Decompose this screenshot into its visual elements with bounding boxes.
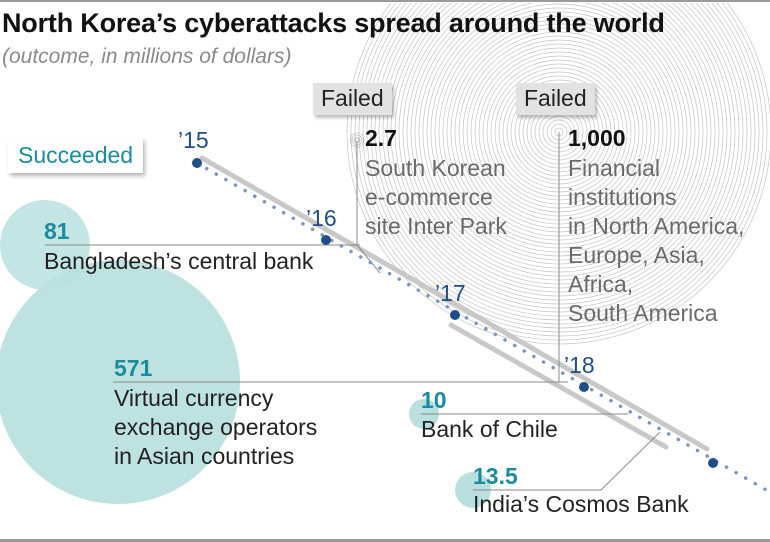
value-571: 571 bbox=[114, 355, 153, 381]
chart-subtitle: (outcome, in millions of dollars) bbox=[2, 45, 292, 68]
legend-failed-badge: Failed bbox=[313, 83, 392, 115]
value-13-5: 13.5 bbox=[473, 463, 518, 489]
value-1000: 1,000 bbox=[568, 125, 626, 151]
grey-bar-lower bbox=[448, 322, 669, 450]
label-line: South America bbox=[568, 300, 718, 326]
timeline-dotted bbox=[195, 161, 770, 495]
legend-succeeded-badge: Succeeded bbox=[8, 138, 144, 173]
label-line: Virtual currency bbox=[114, 385, 274, 411]
label-line: in North America, bbox=[568, 213, 745, 239]
value-10: 10 bbox=[421, 387, 447, 413]
bottom-rule bbox=[0, 539, 770, 542]
label-line: Africa, bbox=[568, 271, 634, 297]
value-2-7: 2.7 bbox=[365, 125, 397, 151]
label-line: e-commerce bbox=[365, 184, 493, 210]
label-cosmos-bank: India’s Cosmos Bank bbox=[473, 491, 689, 517]
label-line: Europe, Asia, bbox=[568, 242, 705, 268]
label-virtual-currency: Virtual currency exchange operators in A… bbox=[114, 384, 317, 471]
year-label-2016: ’16 bbox=[306, 205, 337, 231]
label-bank-of-chile: Bank of Chile bbox=[421, 416, 558, 442]
label-line: institutions bbox=[568, 184, 677, 210]
leader-lines bbox=[45, 132, 661, 491]
label-line: exchange operators bbox=[114, 414, 318, 440]
year-label-2015: ’15 bbox=[178, 127, 209, 153]
top-rule bbox=[0, 0, 770, 2]
year-label-2018: ’18 bbox=[564, 352, 595, 378]
chart-title: North Korea’s cyberattacks spread around… bbox=[2, 8, 665, 38]
label-line: South Korean bbox=[365, 155, 506, 181]
label-bangladesh: Bangladesh’s central bank bbox=[44, 248, 314, 274]
label-financial-institutions: Financial institutions in North America,… bbox=[568, 154, 744, 328]
label-line: Financial bbox=[568, 155, 661, 181]
label-line: site Inter Park bbox=[365, 213, 507, 239]
label-inter-park: South Korean e-commerce site Inter Park bbox=[365, 154, 507, 241]
grey-bar-upper bbox=[199, 155, 710, 452]
year-label-2017: ’17 bbox=[435, 280, 466, 306]
label-line: in Asian countries bbox=[114, 443, 295, 469]
timeline-year-dots bbox=[192, 158, 718, 468]
legend-failed-badge: Failed bbox=[516, 83, 595, 115]
value-81: 81 bbox=[44, 218, 70, 244]
